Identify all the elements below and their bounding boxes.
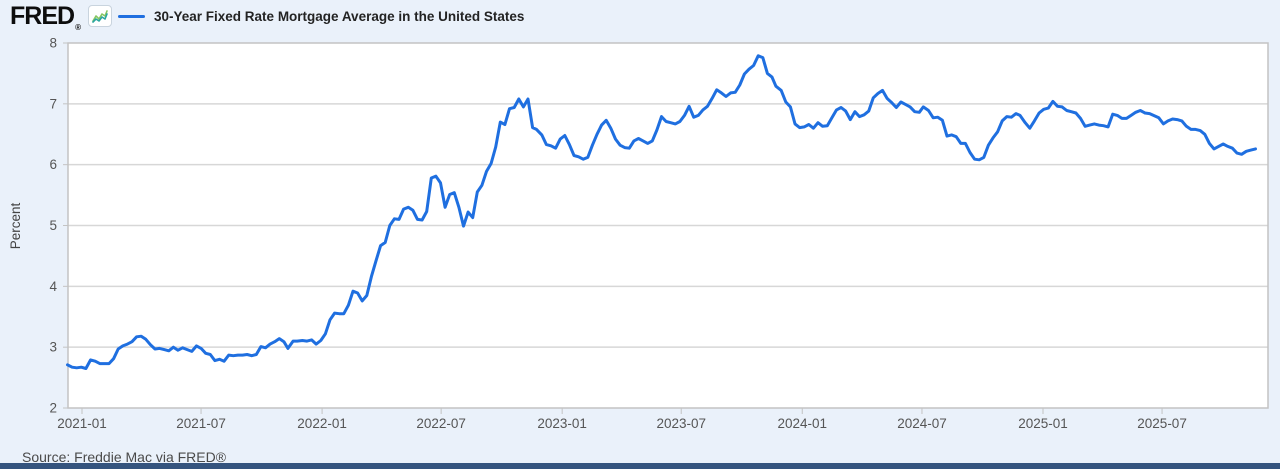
- chart-header: FRED® 30-Year Fixed Rate Mortgage Averag…: [0, 0, 1280, 32]
- legend-line-swatch: [118, 14, 145, 18]
- series-title[interactable]: 30-Year Fixed Rate Mortgage Average in t…: [154, 8, 525, 24]
- registered-trademark-icon: ®: [75, 23, 81, 32]
- plot-border: [67, 42, 1269, 409]
- y-tick-label: 2: [49, 401, 57, 416]
- x-tick-label: 2022-07: [416, 416, 466, 431]
- x-tick-label: 2024-01: [777, 416, 827, 431]
- x-tick-label: 2021-01: [57, 416, 107, 431]
- series-line-mortgage-rate[interactable]: [66, 54, 1257, 370]
- y-tick-label: 3: [49, 340, 57, 355]
- x-tick-label: 2022-01: [297, 416, 347, 431]
- y-axis-title: Percent: [8, 202, 23, 249]
- source-note: Source: Freddie Mac via FRED®: [22, 449, 227, 465]
- x-tick-label: 2025-01: [1018, 416, 1068, 431]
- x-tick-label: 2023-01: [537, 416, 587, 431]
- y-tick-label: 6: [49, 157, 57, 172]
- x-tick-label: 2023-07: [656, 416, 706, 431]
- sparkline-icon: [88, 5, 112, 27]
- fred-logo[interactable]: FRED®: [10, 2, 81, 32]
- y-tick-label: 7: [49, 96, 57, 111]
- bottom-bar: [0, 463, 1280, 469]
- legend: 30-Year Fixed Rate Mortgage Average in t…: [118, 0, 524, 32]
- y-tick-label: 5: [49, 218, 57, 233]
- x-tick-label: 2021-07: [176, 416, 226, 431]
- x-tick-label: 2024-07: [897, 416, 947, 431]
- y-tick-label: 8: [49, 36, 57, 51]
- y-tick-label: 4: [49, 279, 57, 294]
- x-tick-label: 2025-07: [1137, 416, 1187, 431]
- fred-logo-text: FRED: [10, 2, 75, 30]
